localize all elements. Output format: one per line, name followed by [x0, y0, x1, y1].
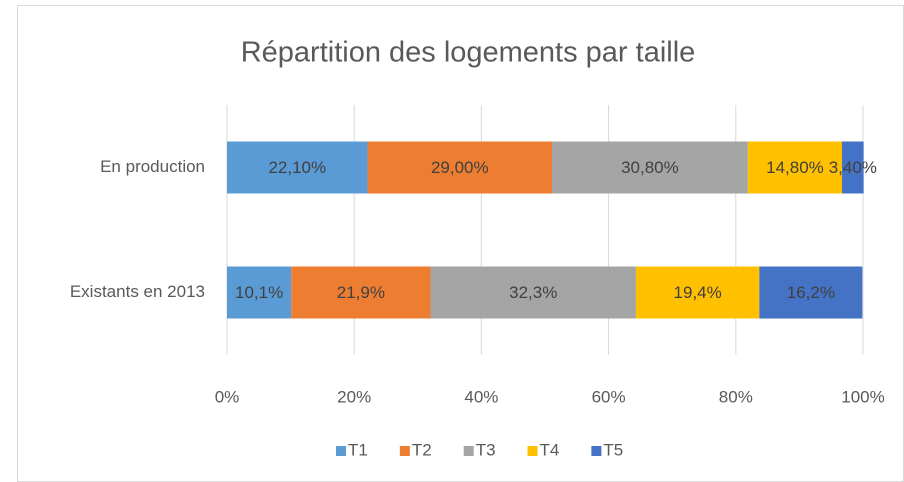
- x-tick-label: 80%: [719, 387, 753, 406]
- x-tick-label: 100%: [841, 387, 884, 406]
- legend-label: T3: [476, 440, 496, 459]
- legend-swatch: [399, 446, 410, 456]
- x-tick-label: 60%: [592, 387, 626, 406]
- data-label: 10,1%: [235, 283, 283, 302]
- bar-segment: [842, 141, 864, 194]
- bar-segment: [430, 266, 636, 319]
- legend-swatch: [527, 446, 538, 456]
- data-label: 22,10%: [268, 158, 326, 177]
- data-label: 3,40%: [829, 158, 877, 177]
- data-label: 29,00%: [431, 158, 489, 177]
- legend-label: T2: [412, 440, 432, 459]
- data-label: 14,80%: [766, 158, 824, 177]
- legend-swatch: [591, 446, 602, 456]
- legend-label: T5: [603, 440, 623, 459]
- data-label: 32,3%: [509, 283, 557, 302]
- data-label: 21,9%: [337, 283, 385, 302]
- bar-segment: [227, 266, 292, 319]
- bar-segment: [759, 266, 863, 319]
- chart-frame: [17, 5, 904, 482]
- bar-segment: [291, 266, 431, 319]
- x-tick-label: 0%: [215, 387, 240, 406]
- data-label: 16,2%: [787, 283, 835, 302]
- legend-swatch: [463, 446, 474, 456]
- y-tick-label: Existants en 2013: [70, 282, 205, 301]
- bar-segment: [227, 141, 368, 194]
- chart-title: Répartition des logements par taille: [241, 37, 696, 69]
- bar-segment: [635, 266, 760, 319]
- legend-label: T1: [348, 440, 368, 459]
- x-tick-label: 20%: [337, 387, 371, 406]
- legend-label: T4: [540, 440, 560, 459]
- bar-segment: [551, 141, 748, 194]
- legend-swatch: [336, 446, 346, 456]
- y-tick-label: En production: [100, 157, 205, 176]
- data-label: 19,4%: [674, 283, 722, 302]
- data-label: 30,80%: [621, 158, 679, 177]
- bar-segment: [747, 141, 843, 194]
- bar-segment: [367, 141, 552, 194]
- x-tick-label: 40%: [464, 387, 498, 406]
